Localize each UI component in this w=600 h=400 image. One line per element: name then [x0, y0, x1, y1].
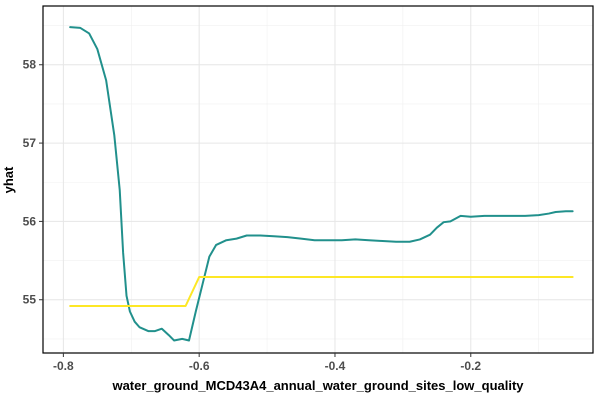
- y-axis: 55 56 57 58: [23, 58, 43, 307]
- y-axis-title: yhat: [1, 166, 16, 193]
- grid-major: [43, 6, 593, 353]
- x-tick-label: -0.2: [460, 359, 481, 373]
- series-line-2: [69, 276, 574, 307]
- grid-minor: [43, 6, 593, 353]
- y-tick-label: 56: [23, 214, 37, 228]
- x-axis-title: water_ground_MCD43A4_annual_water_ground…: [111, 378, 524, 393]
- y-tick-label: 57: [23, 136, 37, 150]
- x-tick-label: -0.8: [53, 359, 74, 373]
- plot-panel-border: [42, 5, 594, 354]
- y-tick-label: 55: [23, 293, 37, 307]
- y-tick-label: 58: [23, 58, 37, 72]
- x-tick-label: -0.6: [189, 359, 210, 373]
- series-line-1: [69, 26, 574, 342]
- series-lines: [69, 26, 574, 342]
- x-axis: -0.8 -0.6 -0.4 -0.2: [53, 353, 481, 373]
- x-tick-label: -0.4: [325, 359, 346, 373]
